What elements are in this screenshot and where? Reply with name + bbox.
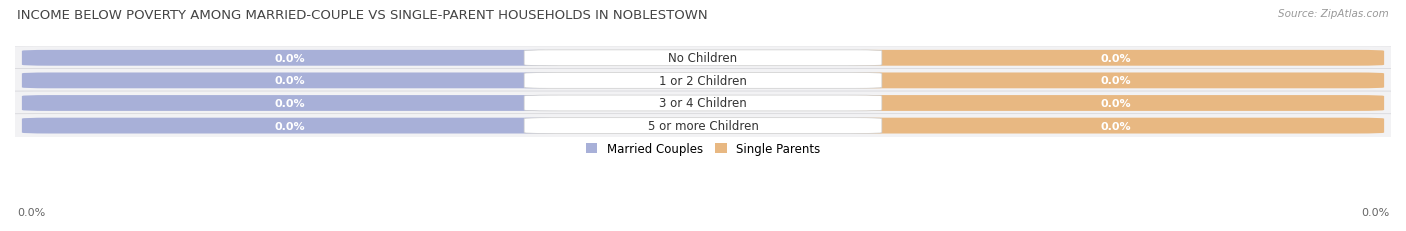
FancyBboxPatch shape — [22, 51, 558, 66]
FancyBboxPatch shape — [524, 96, 882, 111]
FancyBboxPatch shape — [524, 51, 882, 66]
FancyBboxPatch shape — [524, 118, 882, 134]
Text: 1 or 2 Children: 1 or 2 Children — [659, 75, 747, 88]
Text: 0.0%: 0.0% — [276, 76, 305, 86]
FancyBboxPatch shape — [848, 51, 1384, 66]
FancyBboxPatch shape — [0, 69, 1406, 93]
Text: 3 or 4 Children: 3 or 4 Children — [659, 97, 747, 110]
Text: 0.0%: 0.0% — [1361, 207, 1389, 217]
Legend: Married Couples, Single Parents: Married Couples, Single Parents — [581, 138, 825, 160]
Text: 0.0%: 0.0% — [1101, 121, 1130, 131]
FancyBboxPatch shape — [0, 47, 1406, 70]
FancyBboxPatch shape — [848, 96, 1384, 111]
Text: 5 or more Children: 5 or more Children — [648, 120, 758, 133]
Text: INCOME BELOW POVERTY AMONG MARRIED-COUPLE VS SINGLE-PARENT HOUSEHOLDS IN NOBLEST: INCOME BELOW POVERTY AMONG MARRIED-COUPL… — [17, 9, 707, 22]
FancyBboxPatch shape — [848, 118, 1384, 134]
Text: 0.0%: 0.0% — [1101, 54, 1130, 64]
FancyBboxPatch shape — [848, 73, 1384, 89]
FancyBboxPatch shape — [22, 118, 558, 134]
Text: 0.0%: 0.0% — [17, 207, 45, 217]
Text: 0.0%: 0.0% — [276, 99, 305, 109]
FancyBboxPatch shape — [22, 73, 558, 89]
FancyBboxPatch shape — [0, 92, 1406, 116]
FancyBboxPatch shape — [22, 96, 558, 111]
FancyBboxPatch shape — [524, 73, 882, 89]
Text: Source: ZipAtlas.com: Source: ZipAtlas.com — [1278, 9, 1389, 19]
FancyBboxPatch shape — [0, 114, 1406, 138]
Text: 0.0%: 0.0% — [1101, 99, 1130, 109]
Text: 0.0%: 0.0% — [1101, 76, 1130, 86]
Text: No Children: No Children — [668, 52, 738, 65]
Text: 0.0%: 0.0% — [276, 54, 305, 64]
Text: 0.0%: 0.0% — [276, 121, 305, 131]
